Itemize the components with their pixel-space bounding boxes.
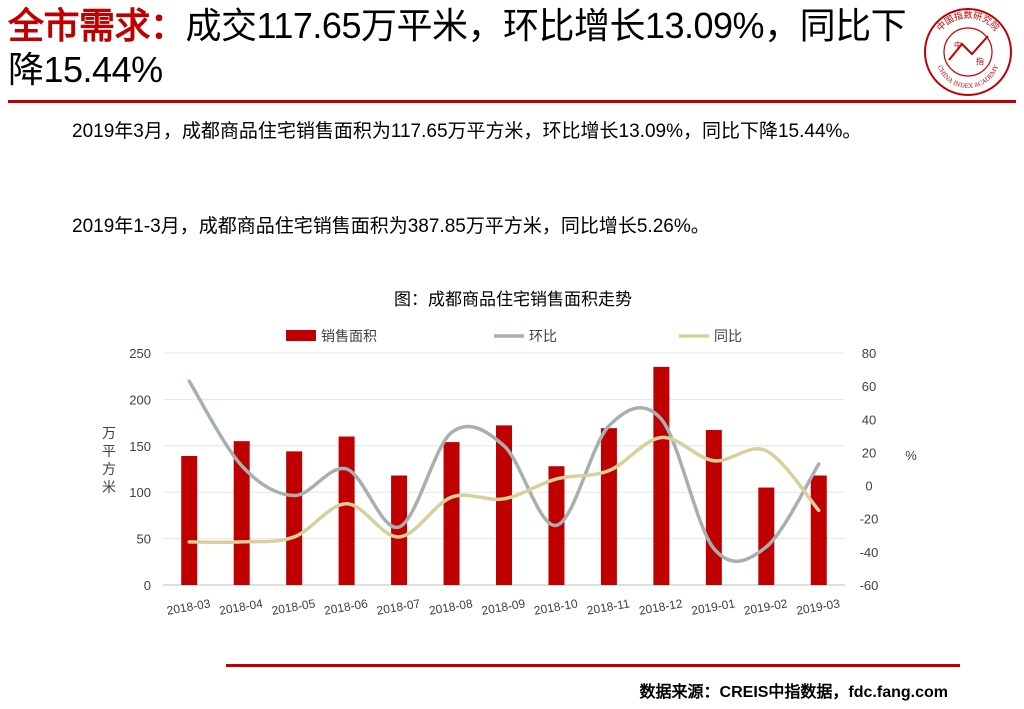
x-tick-label: 2018-09: [480, 596, 526, 617]
bar-2018-04: [233, 441, 250, 585]
mom-line: [187, 379, 821, 563]
y2-tick-label: 40: [862, 412, 876, 427]
bar-2019-01: [705, 430, 722, 585]
page-headline: 全市需求：成交117.65万平米，环比增长13.09%，同比下降15.44%: [8, 4, 908, 92]
legend-mom: 环比: [494, 328, 557, 344]
logo-center-right: 指: [976, 56, 984, 66]
x-tick-label: 2018-04: [218, 596, 264, 617]
y2-tick-label: 60: [862, 379, 876, 394]
y2-tick-label: -20: [860, 512, 879, 527]
legend-yoy: 同比: [679, 328, 742, 344]
y-axis-label-char: 米: [102, 479, 116, 495]
legend-label: 环比: [529, 328, 557, 344]
logo-top-text: 中国指数研究院: [934, 9, 1002, 34]
yoy-line: [187, 435, 821, 545]
paragraph-monthly: 2019年3月，成都商品住宅销售面积为117.65万平方米，环比增长13.09%…: [72, 121, 862, 142]
x-tick-label: 2018-06: [323, 596, 369, 617]
x-tick-label: 2018-05: [271, 596, 317, 617]
y-tick-label: 50: [137, 532, 151, 547]
bar-2018-05: [286, 451, 303, 585]
x-tick-label: 2018-10: [533, 596, 579, 617]
x-tick-label: 2018-08: [428, 596, 474, 617]
sales-area-chart: 图：成都商品住宅销售面积走势 销售面积 环比 同比 050100150200250 …: [102, 290, 917, 618]
bar-2018-11: [600, 428, 617, 585]
logo-bottom-text: CHINA INDEX ACADEMY: [936, 63, 1001, 90]
headline-divider: [8, 100, 1016, 103]
y-tick-label: 100: [129, 485, 151, 500]
bar-2018-07: [391, 475, 408, 585]
x-tick-label: 2019-02: [743, 596, 789, 617]
legend-sales-area: 销售面积: [286, 328, 377, 344]
logo-center-left: 中: [954, 40, 962, 50]
x-tick-label: 2018-12: [638, 596, 684, 617]
y2-tick-label: -60: [860, 578, 879, 593]
y-tick-label: 150: [129, 439, 151, 454]
bar-2019-03: [810, 475, 827, 585]
bar-2018-12: [653, 366, 670, 585]
y-axis-label-char: 平: [102, 443, 116, 459]
paragraph-quarterly: 2019年1-3月，成都商品住宅销售面积为387.85万平方米，同比增长5.26…: [72, 216, 710, 237]
bar-2019-02: [758, 487, 775, 585]
footer-divider: [226, 664, 960, 667]
y-tick-label: 0: [144, 578, 151, 593]
chart-title: 图：成都商品住宅销售面积走势: [394, 290, 632, 309]
headline-rest: 成交117.65万平米，环比增长13.09%，同比下降15.44%: [8, 5, 907, 90]
x-tick-label: 2019-03: [795, 596, 841, 617]
y2-axis-label: %: [905, 448, 917, 463]
y-axis-label-char: 方: [102, 461, 116, 477]
legend-swatch: [286, 330, 316, 341]
x-tick-label: 2018-03: [166, 596, 212, 617]
bar-2018-09: [496, 425, 512, 585]
y2-tick-label: 80: [862, 346, 876, 361]
china-index-academy-logo: 中国指数研究院 CHINA INDEX ACADEMY 中 指: [924, 8, 1012, 96]
y2-tick-label: 0: [865, 479, 872, 494]
y-tick-label: 250: [129, 346, 151, 361]
bar-2018-08: [443, 442, 460, 585]
headline-key: 全市需求: [8, 5, 151, 46]
bar-2018-06: [338, 436, 355, 585]
legend-label: 同比: [714, 328, 742, 344]
headline-colon: ：: [150, 5, 186, 46]
legend-label: 销售面积: [321, 328, 377, 344]
data-source: 数据来源：CREIS中指数据，fdc.fang.com: [639, 684, 948, 701]
y-tick-label: 200: [129, 392, 151, 407]
x-tick-label: 2019-01: [690, 596, 736, 617]
y-axis-label-char: 万: [102, 425, 116, 441]
y2-tick-label: 20: [862, 445, 876, 460]
x-tick-label: 2018-11: [586, 596, 631, 617]
x-tick-label: 2018-07: [375, 596, 421, 617]
y2-tick-label: -40: [860, 545, 879, 560]
bar-2018-03: [181, 456, 198, 585]
